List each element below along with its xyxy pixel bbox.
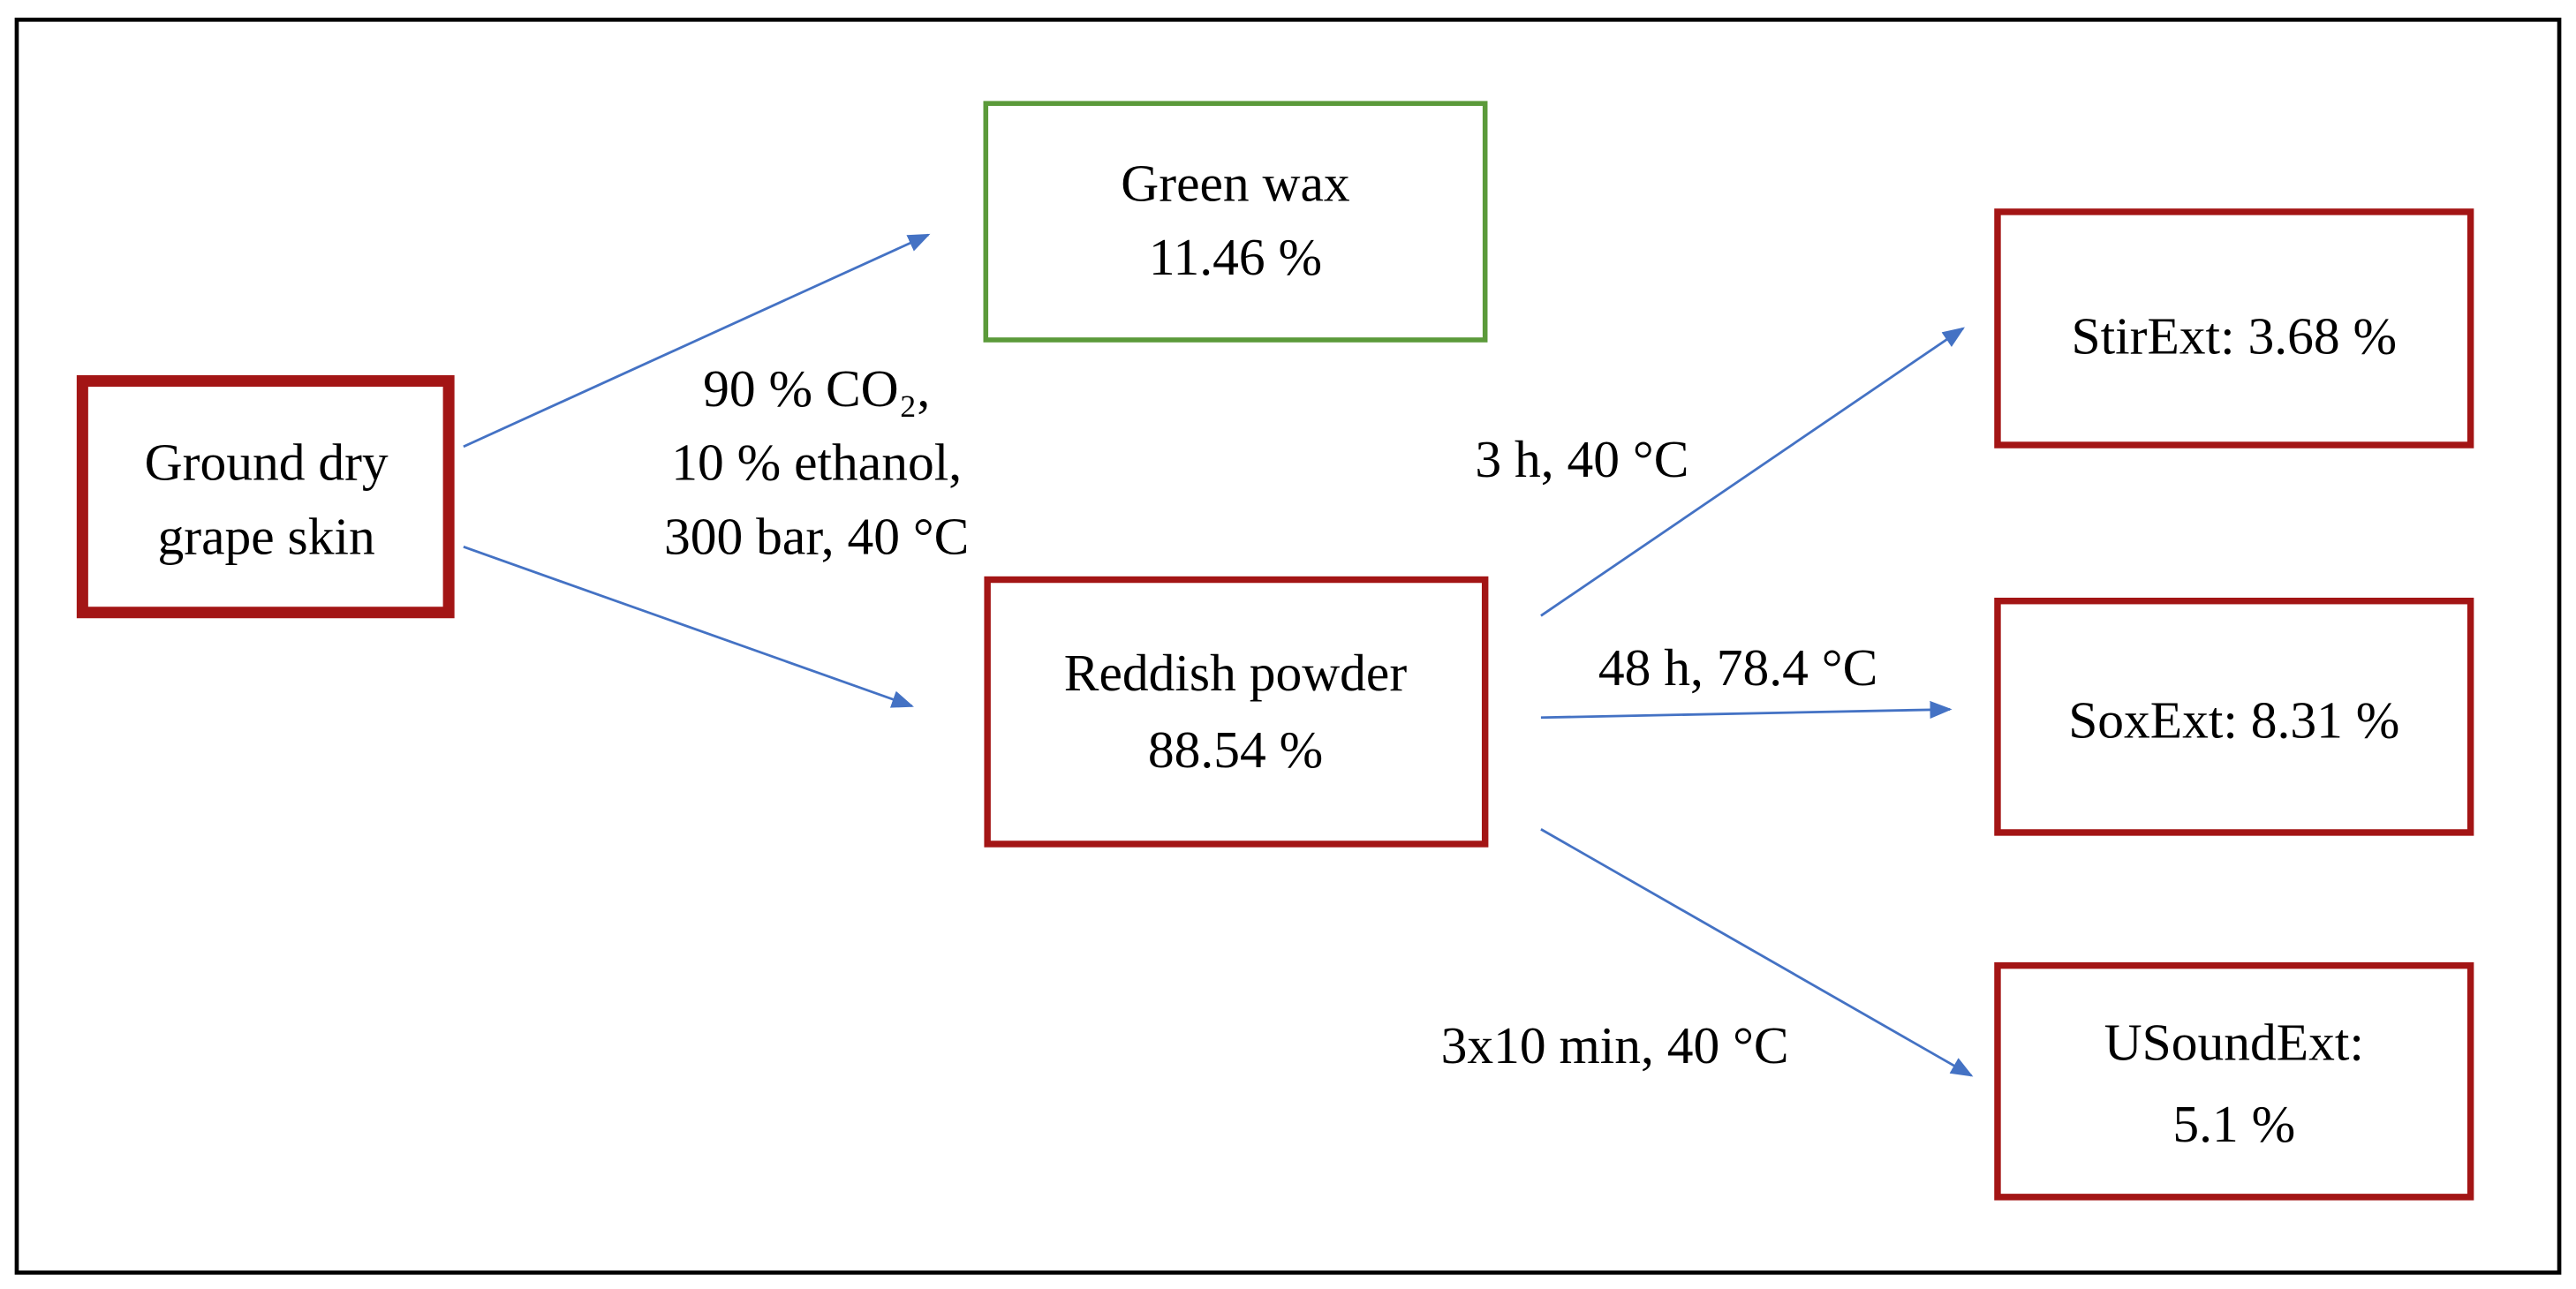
node-box [983, 101, 1488, 343]
edge-label: 300 bar, 40 °C [664, 507, 969, 565]
node-label: 88.54 % [1148, 720, 1323, 779]
node-label: Green wax [1121, 155, 1350, 213]
node-label: 11.46 % [1149, 228, 1322, 286]
edge-label: 3 h, 40 °C [1475, 430, 1688, 488]
arrow [1540, 828, 1974, 1077]
node-box [1994, 597, 2474, 836]
node-label: 5.1 % [2172, 1095, 2295, 1153]
node-label: USoundExt: [2104, 1013, 2364, 1071]
node-label: Ground dry [145, 433, 389, 492]
node-box [984, 576, 1489, 848]
node-box [76, 374, 455, 619]
arrow [1540, 700, 1953, 720]
arrow [1540, 327, 1965, 617]
node-label: SoxExt: 8.31 % [2068, 691, 2399, 750]
node-label: StirExt: 3.68 % [2071, 307, 2397, 366]
edge-label: 48 h, 78.4 °C [1598, 638, 1877, 697]
node-label: Reddish powder [1064, 644, 1408, 702]
node-box [1994, 961, 2474, 1201]
arrow [463, 233, 931, 449]
node-box [1994, 208, 2474, 449]
node-label: grape skin [158, 507, 375, 565]
edge-label: 10 % ethanol, [671, 433, 962, 492]
arrow [463, 546, 914, 708]
edge-label: 90 % CO₂, [703, 359, 930, 418]
edge-label: 3x10 min, 40 °C [1441, 1016, 1789, 1074]
